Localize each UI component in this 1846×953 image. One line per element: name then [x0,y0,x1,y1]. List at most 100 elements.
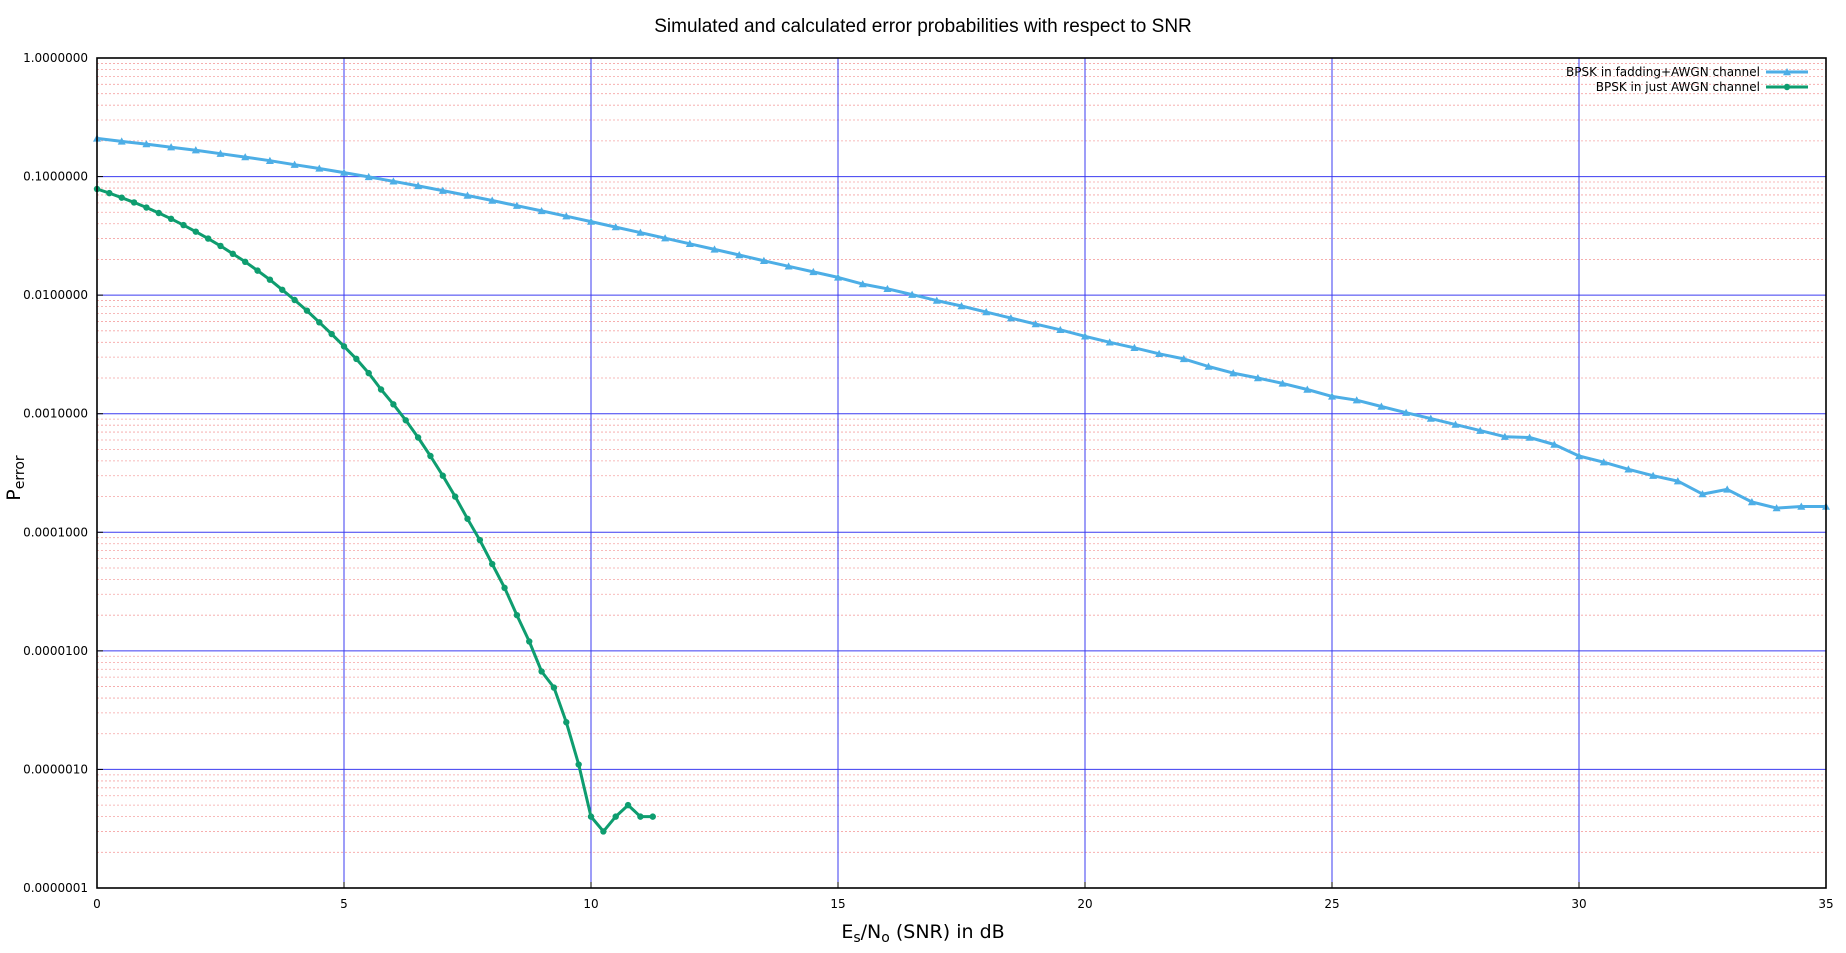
series-point-1 [316,319,323,326]
series-point-0 [438,186,447,194]
major-grid [96,57,1827,889]
series-point-1 [242,258,249,266]
series-point-0 [784,262,793,270]
series-point-0 [1575,451,1583,460]
series-point-0 [1797,502,1806,510]
series-point-0 [488,196,497,204]
series-point-0 [809,267,818,276]
series-point-0 [1698,490,1707,498]
series-point-0 [1624,465,1633,473]
chart-title: Simulated and calculated error probabili… [654,16,1192,37]
y-tick-label: 0.0000010 [23,762,88,776]
series-point-0 [661,234,670,242]
series-line-0 [96,136,1826,510]
series-point-0 [636,228,645,236]
series-point-0 [1229,369,1238,377]
minor-grid [97,63,1826,853]
x-tick-label: 25 [1324,897,1339,911]
y-tick-label: 0.0010000 [23,407,88,421]
series-point-0 [1426,414,1435,422]
series-point-1 [587,813,595,820]
x-tick-label: 20 [1077,897,1092,911]
series-point-0 [1723,485,1732,493]
series-point-0 [167,143,176,151]
y-tick-layer: 0.0000001 0.0000010 0.0000100 0.0001000 0.00… [23,51,103,895]
series-point-0 [1105,338,1114,346]
series-point-0 [463,191,472,199]
series-point-0 [340,168,348,176]
series-point-0 [1081,332,1089,340]
series-point-0 [1772,504,1781,512]
series-point-0 [1278,379,1287,387]
series-point-1 [204,235,212,242]
series-point-0 [1747,498,1756,506]
series-point-0 [710,245,719,253]
legend-label-awgn: BPSK in just AWGN channel [1596,80,1760,94]
legend: BPSK in fadding+AWGN channel BPSK in jus… [1566,65,1808,94]
series-point-0 [932,296,941,304]
series-point-0 [957,301,966,310]
series-point-0 [1155,349,1164,358]
y-tick-label: 0.0000100 [23,644,88,658]
series-point-1 [439,472,446,479]
x-axis-label-sub: s [853,930,860,946]
series-point-0 [759,256,768,264]
y-tick-label: 0.0001000 [23,525,88,539]
series-point-0 [1451,420,1460,428]
series-point-1 [106,189,113,197]
series-point-0 [290,160,299,168]
x-axis-label-rest: (SNR) in dB [890,921,1005,943]
series-point-1 [180,221,187,229]
series-point-0 [1550,440,1559,448]
series-point-0 [389,177,398,185]
series-point-0 [1352,396,1361,404]
series-point-1 [377,386,385,393]
series-point-1 [649,813,656,820]
plot-frame [96,57,1827,889]
series-point-0 [1253,374,1262,382]
series-point-0 [562,212,571,220]
series-point-1 [340,343,348,350]
series-point-0 [587,217,595,225]
x-tick-layer: 0 5 10 15 20 25 30 35 [93,882,1834,911]
series-point-0 [537,206,546,215]
series-point-1 [192,228,199,235]
series-point-0 [1031,320,1040,328]
series-point-1 [489,560,496,568]
series-point-1 [254,267,261,274]
series-point-0 [1130,343,1139,351]
series-point-0 [216,149,225,157]
series-point-1 [130,199,138,206]
series-point-0 [241,153,250,161]
series-point-0 [142,140,151,148]
series-point-0 [1500,432,1509,440]
series-point-1 [427,452,434,460]
series-point-1 [637,813,644,820]
series-point-1 [414,434,422,441]
series-point-0 [883,284,892,293]
y-tick-label: 0.0000001 [23,881,88,895]
series-point-1 [624,801,632,809]
series-line-1 [96,187,653,833]
series-point-1 [353,355,360,363]
series-point-0 [611,223,620,231]
series-point-1 [266,276,274,283]
series-point-1 [229,250,237,258]
series-point-0 [1006,314,1015,322]
y-tick-label: 0.1000000 [23,170,88,184]
x-axis-label: Es/No (SNR) in dB [841,921,1004,946]
series-point-1 [279,286,286,293]
series-point-1 [402,417,409,424]
series-point-1 [513,611,521,619]
series-point-0 [908,290,917,298]
series-point-0 [982,308,991,316]
series-point-1 [451,493,459,500]
series-point-1 [550,684,558,691]
x-tick-label: 5 [340,897,348,911]
series-point-1 [464,515,471,522]
series-point-1 [303,307,311,314]
series-point-1 [563,719,570,726]
series-point-1 [600,828,607,835]
series-point-1 [476,536,484,544]
